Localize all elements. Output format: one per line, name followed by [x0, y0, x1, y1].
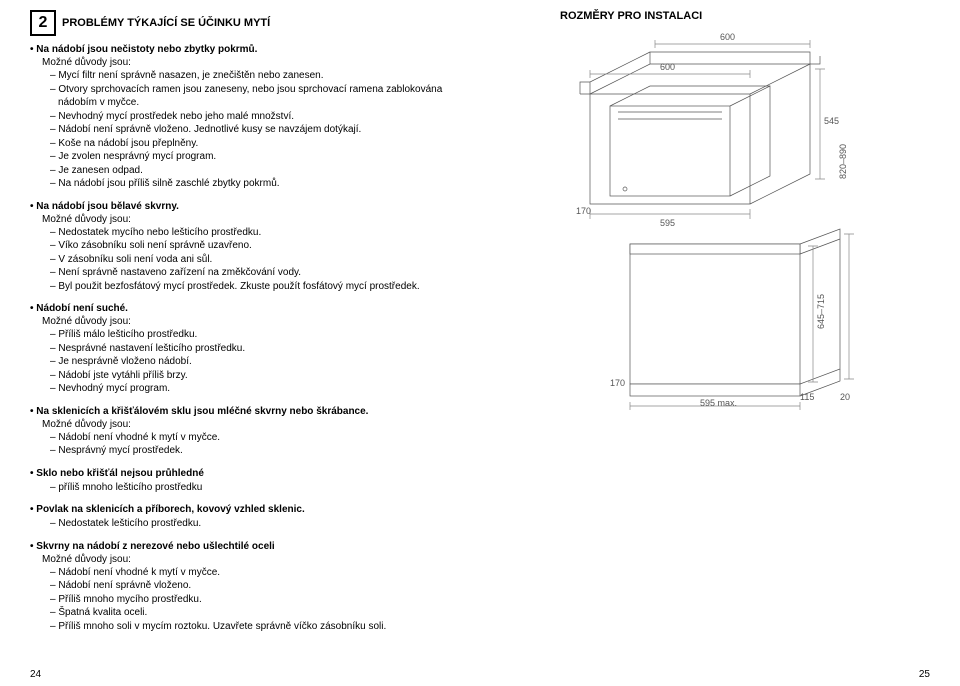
- problem-block: Skvrny na nádobí z nerezové nebo ušlecht…: [30, 541, 460, 634]
- problem-title: Na sklenicích a křišťálovém sklu jsou ml…: [30, 406, 460, 417]
- problem-title: Nádobí není suché.: [30, 303, 460, 314]
- problem-title: Povlak na sklenicích a příborech, kovový…: [30, 504, 460, 515]
- cause-item: Nedostatek lešticího prostředku.: [50, 517, 460, 531]
- cause-item: Nedostatek mycího nebo lešticího prostře…: [50, 226, 460, 240]
- problem-block: Sklo nebo křišťál nejsou průhledné příliš…: [30, 468, 460, 495]
- cause-item: Otvory sprchovacích ramen jsou zaneseny,…: [50, 83, 460, 110]
- cause-item: Víko zásobníku soli není správně uzavřen…: [50, 239, 460, 253]
- causes-label: Možné důvody jsou:: [42, 419, 460, 430]
- causes-label: Možné důvody jsou:: [42, 316, 460, 327]
- cause-item: Mycí filtr není správně nasazen, je zneč…: [50, 69, 460, 83]
- cause-item: Je nesprávně vloženo nádobí.: [50, 355, 460, 369]
- dim-label: 170: [610, 378, 625, 388]
- cause-item: Nádobí jste vytáhli příliš brzy.: [50, 369, 460, 383]
- causes-label: Možné důvody jsou:: [42, 57, 460, 68]
- cause-item: V zásobníku soli není voda ani sůl.: [50, 253, 460, 267]
- dim-label: 170: [576, 206, 591, 216]
- dim-label: 600: [660, 62, 675, 72]
- cause-item: příliš mnoho lešticího prostředku: [50, 481, 460, 495]
- problem-block: Na sklenicích a křišťálovém sklu jsou ml…: [30, 406, 460, 458]
- cause-item: Příliš mnoho soli v mycím roztoku. Uzavř…: [50, 620, 460, 634]
- cause-item: Nesprávné nastavení lešticího prostředku…: [50, 342, 460, 356]
- cause-item: Nádobí není správně vloženo. Jednotlivé …: [50, 123, 460, 137]
- page-number-right: 25: [919, 669, 930, 680]
- problem-title: Sklo nebo křišťál nejsou průhledné: [30, 468, 460, 479]
- cause-item: Nevhodný mycí prostředek nebo jeho malé …: [50, 110, 460, 124]
- problem-block: Na nádobí jsou nečistoty nebo zbytky pok…: [30, 44, 460, 191]
- right-column: ROZMĚRY PRO INSTALACI: [480, 10, 910, 643]
- page-number-left: 24: [30, 669, 41, 680]
- causes-label: Možné důvody jsou:: [42, 214, 460, 225]
- cause-item: Koše na nádobí jsou přeplněny.: [50, 137, 460, 151]
- problem-title: Skvrny na nádobí z nerezové nebo ušlecht…: [30, 541, 460, 552]
- cause-item: Je zanesen odpad.: [50, 164, 460, 178]
- dim-label: 115: [800, 392, 814, 402]
- cause-item: Špatná kvalita oceli.: [50, 606, 460, 620]
- section-number-badge: 2: [30, 10, 56, 36]
- cause-item: Je zvolen nesprávný mycí program.: [50, 150, 460, 164]
- cause-item: Příliš málo lešticího prostředku.: [50, 328, 460, 342]
- section-title: PROBLÉMY TÝKAJÍCÍ SE ÚČINKU MYTÍ: [62, 17, 270, 29]
- dim-label: 545: [824, 116, 839, 126]
- dim-label: 595: [660, 218, 675, 228]
- dim-label: 600: [720, 32, 735, 42]
- section-header: 2 PROBLÉMY TÝKAJÍCÍ SE ÚČINKU MYTÍ: [30, 10, 460, 36]
- cause-item: Nádobí není vhodné k mytí v myčce.: [50, 431, 460, 445]
- dim-label: 820–890: [838, 144, 848, 179]
- dim-label: 595 max.: [700, 398, 737, 408]
- problem-title: Na nádobí jsou nečistoty nebo zbytky pok…: [30, 44, 460, 55]
- cause-item: Není správně nastaveno zařízení na změkč…: [50, 266, 460, 280]
- cause-item: Nádobí není vhodné k mytí v myčce.: [50, 566, 460, 580]
- problem-block: Povlak na sklenicích a příborech, kovový…: [30, 504, 460, 531]
- cause-item: Na nádobí jsou příliš silně zaschlé zbyt…: [50, 177, 460, 191]
- causes-label: Možné důvody jsou:: [42, 554, 460, 565]
- problem-block: Nádobí není suché. Možné důvody jsou:Příl…: [30, 303, 460, 396]
- cause-item: Nádobí není správně vloženo.: [50, 579, 460, 593]
- installation-diagram: 600 600 545 820–890 170 595 645–715 595 …: [560, 34, 900, 414]
- problem-title: Na nádobí jsou bělavé skvrny.: [30, 201, 460, 212]
- cause-item: Příliš mnoho mycího prostředku.: [50, 593, 460, 607]
- left-column: 2 PROBLÉMY TÝKAJÍCÍ SE ÚČINKU MYTÍ Na ná…: [30, 10, 480, 643]
- cause-item: Byl použit bezfosfátový mycí prostředek.…: [50, 280, 460, 294]
- problems-list: Na nádobí jsou nečistoty nebo zbytky pok…: [30, 44, 460, 633]
- cause-item: Nesprávný mycí prostředek.: [50, 444, 460, 458]
- dim-label: 645–715: [816, 294, 826, 329]
- problem-block: Na nádobí jsou bělavé skvrny. Možné důvod…: [30, 201, 460, 294]
- cause-item: Nevhodný mycí program.: [50, 382, 460, 396]
- install-dimensions-title: ROZMĚRY PRO INSTALACI: [560, 10, 910, 22]
- dim-label: 20: [840, 392, 850, 402]
